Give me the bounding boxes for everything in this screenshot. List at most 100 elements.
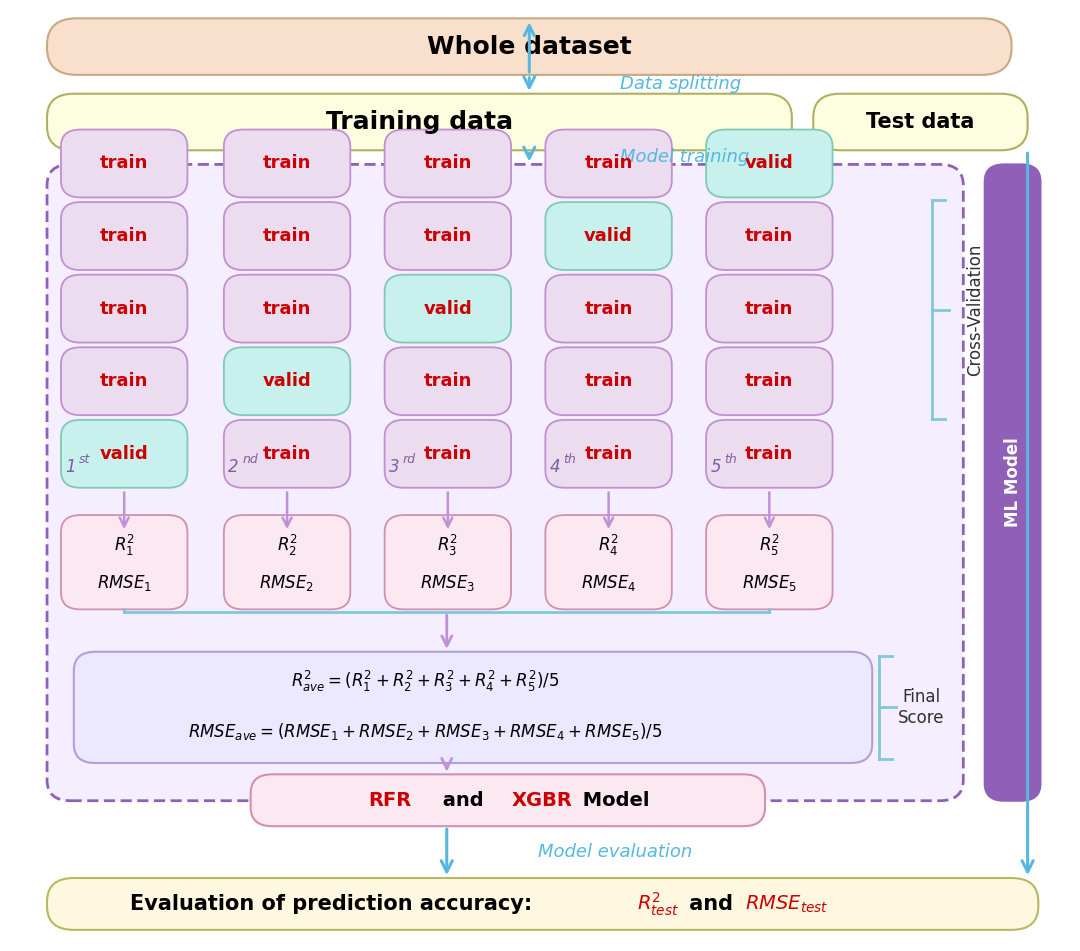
FancyBboxPatch shape <box>60 420 188 488</box>
Text: train: train <box>745 445 794 463</box>
Text: valid: valid <box>423 300 472 318</box>
FancyBboxPatch shape <box>545 203 672 270</box>
Text: and: and <box>683 894 741 914</box>
Text: $RMSE_{ave}=(RMSE_1+RMSE_2+RMSE_3+RMSE_4+RMSE_5)/5$: $RMSE_{ave}=(RMSE_1+RMSE_2+RMSE_3+RMSE_4… <box>188 722 662 743</box>
Text: train: train <box>745 372 794 390</box>
Text: $RMSE_1$: $RMSE_1$ <box>96 573 152 593</box>
FancyBboxPatch shape <box>706 347 833 416</box>
FancyBboxPatch shape <box>545 275 672 342</box>
Text: 2: 2 <box>228 457 239 476</box>
Text: train: train <box>100 300 148 318</box>
FancyBboxPatch shape <box>384 420 511 488</box>
Text: train: train <box>745 300 794 318</box>
FancyBboxPatch shape <box>706 515 833 610</box>
Text: nd: nd <box>242 453 258 466</box>
Text: train: train <box>584 300 633 318</box>
Text: train: train <box>745 227 794 245</box>
Text: $RMSE_4$: $RMSE_4$ <box>581 573 636 593</box>
Text: Test data: Test data <box>866 112 974 132</box>
Text: $R^2_1$: $R^2_1$ <box>113 533 135 558</box>
Text: ML Model: ML Model <box>1003 437 1022 528</box>
Text: 4: 4 <box>550 457 561 476</box>
FancyBboxPatch shape <box>384 515 511 610</box>
FancyBboxPatch shape <box>224 275 350 342</box>
FancyBboxPatch shape <box>706 129 833 198</box>
FancyBboxPatch shape <box>706 275 833 342</box>
FancyBboxPatch shape <box>60 515 188 610</box>
FancyBboxPatch shape <box>48 878 1038 930</box>
FancyBboxPatch shape <box>384 347 511 416</box>
FancyBboxPatch shape <box>224 420 350 488</box>
FancyBboxPatch shape <box>224 203 350 270</box>
Text: valid: valid <box>262 372 311 390</box>
Text: train: train <box>262 445 311 463</box>
Text: Final
Score: Final Score <box>899 688 945 727</box>
Text: train: train <box>584 154 633 172</box>
FancyBboxPatch shape <box>706 203 833 270</box>
Text: $RMSE_{test}$: $RMSE_{test}$ <box>744 893 828 915</box>
Text: and: and <box>435 790 490 809</box>
Text: train: train <box>262 300 311 318</box>
Text: train: train <box>262 154 311 172</box>
Text: $RMSE_3$: $RMSE_3$ <box>420 573 475 593</box>
FancyBboxPatch shape <box>545 347 672 416</box>
Text: $R^2_{test}$: $R^2_{test}$ <box>637 890 679 918</box>
Text: Data splitting: Data splitting <box>620 75 742 93</box>
Text: train: train <box>423 445 472 463</box>
Text: $R^2_{ave}=(R^2_1+R^2_2+R^2_3+R^2_4+R^2_5)/5$: $R^2_{ave}=(R^2_1+R^2_2+R^2_3+R^2_4+R^2_… <box>291 670 559 694</box>
Text: $R^2_5$: $R^2_5$ <box>759 533 780 558</box>
Text: $R^2_2$: $R^2_2$ <box>276 533 298 558</box>
Text: valid: valid <box>745 154 794 172</box>
FancyBboxPatch shape <box>60 129 188 198</box>
Text: train: train <box>100 372 148 390</box>
Text: st: st <box>79 453 91 466</box>
Text: train: train <box>423 227 472 245</box>
Text: $R^2_4$: $R^2_4$ <box>598 533 619 558</box>
FancyBboxPatch shape <box>60 347 188 416</box>
Text: th: th <box>725 453 737 466</box>
Text: Training data: Training data <box>326 110 513 134</box>
Text: 3: 3 <box>389 457 400 476</box>
FancyBboxPatch shape <box>384 129 511 198</box>
FancyBboxPatch shape <box>545 129 672 198</box>
Text: $RMSE_2$: $RMSE_2$ <box>259 573 314 593</box>
Text: Whole dataset: Whole dataset <box>427 34 632 59</box>
Text: Model evaluation: Model evaluation <box>538 844 692 861</box>
FancyBboxPatch shape <box>251 774 765 826</box>
FancyBboxPatch shape <box>224 347 350 416</box>
FancyBboxPatch shape <box>813 94 1027 150</box>
Text: train: train <box>584 445 633 463</box>
Text: train: train <box>423 372 472 390</box>
FancyBboxPatch shape <box>48 165 963 801</box>
Text: valid: valid <box>584 227 633 245</box>
Text: th: th <box>564 453 577 466</box>
FancyBboxPatch shape <box>384 275 511 342</box>
Text: 5: 5 <box>711 457 721 476</box>
Text: $RMSE_5$: $RMSE_5$ <box>742 573 797 593</box>
Text: train: train <box>262 227 311 245</box>
FancyBboxPatch shape <box>985 165 1040 801</box>
Text: train: train <box>100 227 148 245</box>
FancyBboxPatch shape <box>60 275 188 342</box>
Text: train: train <box>100 154 148 172</box>
Text: 1: 1 <box>66 457 76 476</box>
Text: RFR: RFR <box>368 790 411 809</box>
Text: rd: rd <box>403 453 416 466</box>
Text: Cross-Validation: Cross-Validation <box>967 243 984 376</box>
FancyBboxPatch shape <box>384 203 511 270</box>
FancyBboxPatch shape <box>48 18 1012 75</box>
Text: XGBR: XGBR <box>512 790 572 809</box>
FancyBboxPatch shape <box>48 94 792 150</box>
FancyBboxPatch shape <box>60 203 188 270</box>
FancyBboxPatch shape <box>545 515 672 610</box>
Text: valid: valid <box>99 445 149 463</box>
FancyBboxPatch shape <box>545 420 672 488</box>
FancyBboxPatch shape <box>224 515 350 610</box>
FancyBboxPatch shape <box>706 420 833 488</box>
FancyBboxPatch shape <box>73 651 873 763</box>
Text: Evaluation of prediction accuracy:: Evaluation of prediction accuracy: <box>130 894 532 914</box>
Text: train: train <box>423 154 472 172</box>
Text: Model training: Model training <box>620 148 750 166</box>
Text: Model: Model <box>576 790 650 809</box>
Text: $R^2_3$: $R^2_3$ <box>437 533 458 558</box>
